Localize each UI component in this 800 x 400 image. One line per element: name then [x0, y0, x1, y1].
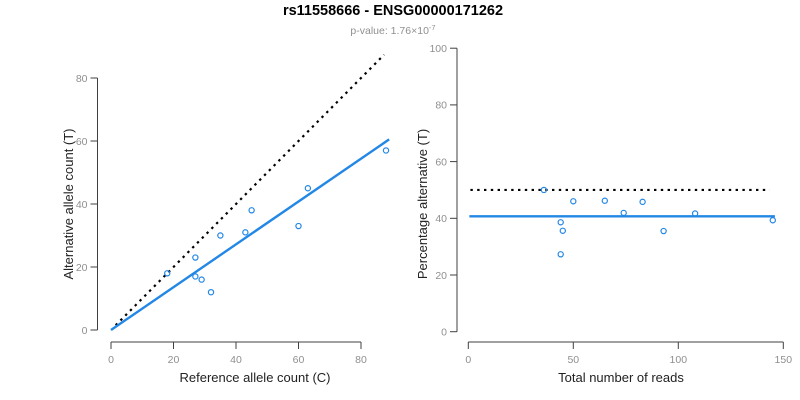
- panel-percentage: 0 20 40 60 80 100 0 50 100 150 Total number of re…: [415, 43, 792, 385]
- data-point: [691, 210, 699, 217]
- panel-allele-counts: 0 20 40 60 80 0 20 40 60 80 Reference allele coun…: [61, 53, 390, 385]
- data-point: [164, 270, 171, 277]
- data-point: [540, 186, 548, 194]
- panel-0-dynamic: 0 20 40 60 80 0 20 40 60 80: [76, 53, 390, 366]
- data-point: [570, 198, 577, 205]
- x-tick-label: 40: [230, 354, 242, 366]
- data-point: [304, 185, 312, 192]
- data-point: [660, 227, 667, 235]
- data-point: [207, 289, 215, 296]
- data-point: [557, 251, 564, 258]
- y-axis-title-right: Percentage alternative (T): [415, 129, 430, 279]
- x-tick-label: 100: [670, 354, 688, 366]
- y-tick-label: 40: [435, 213, 447, 225]
- regression-line: [110, 138, 390, 331]
- figure-title: rs11558666 - ENSG00000171262: [282, 3, 504, 19]
- data-point: [242, 229, 249, 236]
- identity-line: [114, 53, 385, 327]
- y-tick-label: 0: [441, 327, 447, 339]
- data-point: [217, 232, 224, 239]
- x-tick-label: 50: [567, 354, 579, 366]
- subtitle-prefix: p-value:: [350, 25, 391, 37]
- y-tick-label: 80: [435, 100, 447, 112]
- y-tick-label: 60: [435, 156, 447, 168]
- x-tick-label: 80: [355, 354, 367, 366]
- y-tick-label: 60: [76, 136, 88, 148]
- data-point: [601, 197, 609, 204]
- y-tick-label: 20: [76, 262, 88, 274]
- data-point: [295, 222, 302, 230]
- x-tick-label: 0: [108, 354, 114, 366]
- data-point: [559, 227, 567, 234]
- x-tick-label: 60: [293, 354, 305, 366]
- data-point: [639, 198, 646, 206]
- data-point: [769, 217, 777, 224]
- y-tick-label: 100: [429, 43, 447, 55]
- data-point: [192, 254, 199, 261]
- x-axis-title-left: Reference allele count (C): [179, 370, 330, 385]
- subtitle-mantissa: 1.76: [390, 25, 412, 37]
- x-axis-title-right: Total number of reads: [558, 370, 684, 385]
- y-tick-label: 0: [82, 325, 88, 337]
- x-tick-label: 20: [168, 354, 180, 366]
- figure-subtitle: p-value: 1.76×10-7: [0, 23, 786, 37]
- data-point: [620, 209, 627, 217]
- data-point: [192, 273, 199, 280]
- y-tick-label: 80: [76, 73, 88, 85]
- y-tick-label: 20: [435, 270, 447, 282]
- panel-1-dynamic: 0 20 40 60 80 100 0 50 100 150: [429, 43, 792, 366]
- x-tick-label: 150: [775, 354, 793, 366]
- data-point: [382, 147, 390, 154]
- data-point: [198, 276, 205, 283]
- y-axis-title-left: Alternative allele count (T): [61, 128, 76, 279]
- subtitle-exponent: -7: [428, 23, 436, 32]
- subtitle-times-ten: ×10: [411, 25, 429, 37]
- data-point: [557, 219, 564, 226]
- x-tick-label: 0: [465, 354, 471, 366]
- data-point: [248, 207, 255, 214]
- y-tick-label: 40: [76, 199, 88, 211]
